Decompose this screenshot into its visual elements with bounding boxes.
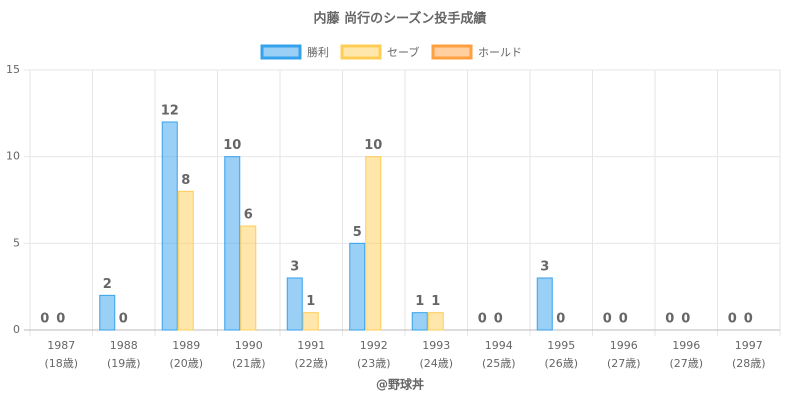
x-tick-label: 1995 bbox=[547, 339, 575, 352]
value-label: 10 bbox=[364, 138, 382, 153]
x-tick-label: 1990 bbox=[235, 339, 263, 352]
legend-swatch bbox=[260, 44, 302, 60]
x-tick-sublabel: (23歳) bbox=[357, 357, 391, 370]
y-tick-label: 15 bbox=[6, 63, 20, 76]
value-label: 10 bbox=[223, 138, 241, 153]
value-label: 0 bbox=[681, 312, 690, 327]
value-label: 5 bbox=[353, 225, 362, 240]
x-tick-label: 1993 bbox=[422, 339, 450, 352]
y-tick-label: 10 bbox=[6, 150, 20, 163]
bar bbox=[161, 121, 178, 331]
y-tick-label: 5 bbox=[13, 236, 20, 249]
value-label: 8 bbox=[181, 173, 190, 188]
y-tick-label: 0 bbox=[13, 323, 20, 336]
x-tick-sublabel: (25歳) bbox=[482, 357, 516, 370]
value-label: 0 bbox=[494, 312, 503, 327]
bar bbox=[365, 156, 382, 331]
x-tick-label: 1997 bbox=[735, 339, 763, 352]
bar bbox=[302, 312, 319, 331]
footer: @野球丼 bbox=[376, 377, 424, 392]
x-tick-label: 1996 bbox=[672, 339, 700, 352]
bar bbox=[427, 312, 444, 331]
bar bbox=[99, 294, 116, 331]
value-label: 2 bbox=[103, 277, 112, 292]
value-label: 1 bbox=[431, 294, 440, 309]
x-tick-sublabel: (21歳) bbox=[232, 357, 266, 370]
value-label: 1 bbox=[306, 294, 315, 309]
x-tick-sublabel: (24歳) bbox=[419, 357, 453, 370]
bar bbox=[224, 156, 241, 331]
value-label: 3 bbox=[540, 260, 549, 275]
chart-title: 内藤 尚行のシーズン投手成績 bbox=[314, 11, 487, 27]
legend-swatch bbox=[340, 44, 382, 60]
x-tick-label: 1991 bbox=[297, 339, 325, 352]
value-label: 0 bbox=[619, 312, 628, 327]
legend-label: 勝利 bbox=[307, 45, 329, 59]
x-tick-sublabel: (19歳) bbox=[107, 357, 141, 370]
x-tick-sublabel: (28歳) bbox=[732, 357, 766, 370]
legend-label: セーブ bbox=[387, 45, 419, 59]
value-label: 0 bbox=[556, 312, 565, 327]
bar bbox=[177, 190, 194, 331]
bar bbox=[240, 225, 257, 331]
value-label: 0 bbox=[744, 312, 753, 327]
bar bbox=[411, 312, 428, 331]
x-tick-label: 1989 bbox=[172, 339, 200, 352]
bar bbox=[286, 277, 303, 331]
value-label: 0 bbox=[603, 312, 612, 327]
x-tick-sublabel: (27歳) bbox=[669, 357, 703, 370]
value-label: 12 bbox=[161, 104, 179, 119]
x-tick-sublabel: (26歳) bbox=[544, 357, 578, 370]
bar bbox=[349, 242, 366, 331]
x-tick-label: 1996 bbox=[610, 339, 638, 352]
value-label: 0 bbox=[119, 312, 128, 327]
value-label: 0 bbox=[56, 312, 65, 327]
value-label: 3 bbox=[290, 260, 299, 275]
x-tick-sublabel: (27歳) bbox=[607, 357, 641, 370]
x-tick-sublabel: (20歳) bbox=[169, 357, 203, 370]
value-label: 0 bbox=[40, 312, 49, 327]
x-tick-label: 1987 bbox=[47, 339, 75, 352]
value-label: 6 bbox=[244, 208, 253, 223]
legend-swatch bbox=[431, 44, 473, 60]
value-label: 0 bbox=[728, 312, 737, 327]
x-tick-label: 1992 bbox=[360, 339, 388, 352]
x-tick-label: 1994 bbox=[485, 339, 513, 352]
x-tick-sublabel: (18歳) bbox=[44, 357, 78, 370]
x-tick-sublabel: (22歳) bbox=[294, 357, 328, 370]
value-label: 1 bbox=[415, 294, 424, 309]
value-label: 0 bbox=[478, 312, 487, 327]
bar bbox=[536, 277, 553, 331]
value-label: 0 bbox=[665, 312, 674, 327]
x-tick-label: 1988 bbox=[110, 339, 138, 352]
legend-label: ホールド bbox=[478, 46, 522, 59]
